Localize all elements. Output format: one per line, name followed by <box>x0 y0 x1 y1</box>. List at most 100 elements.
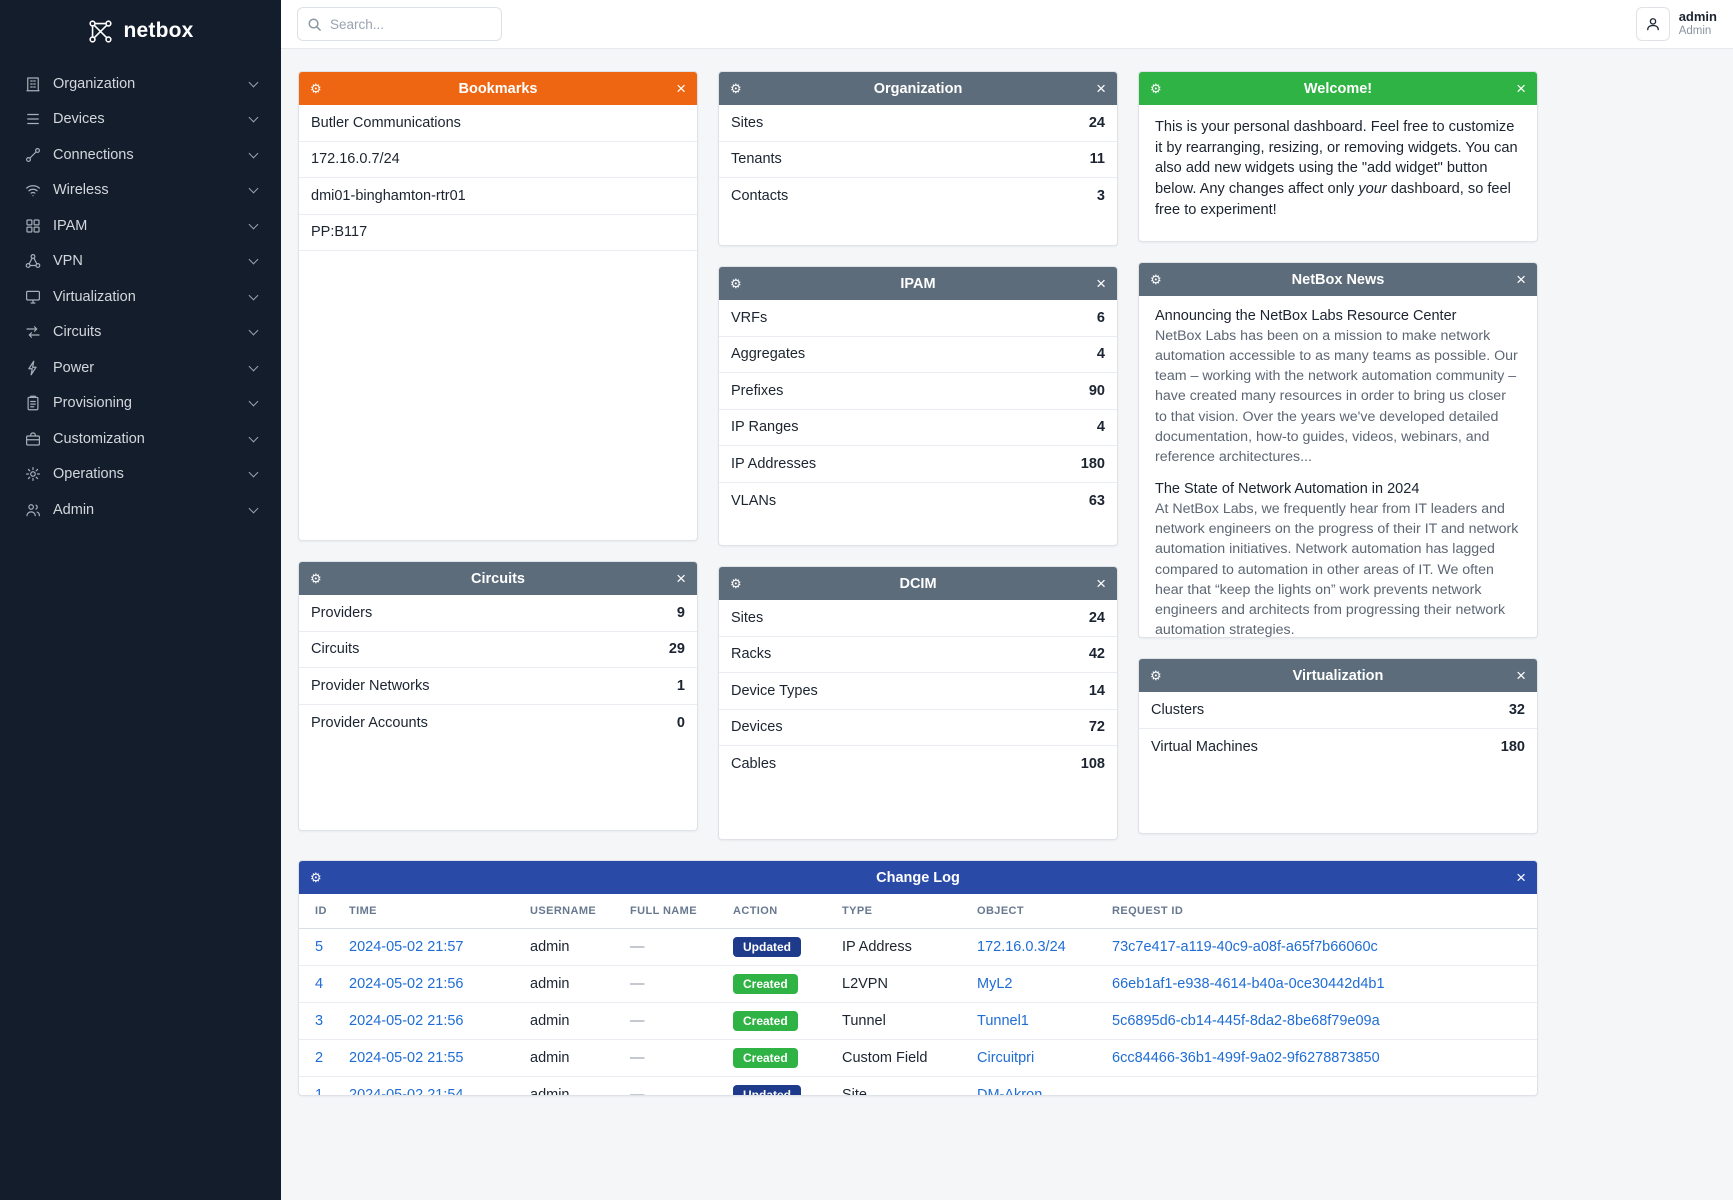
sidebar-item-operations[interactable]: Operations <box>0 457 281 493</box>
stat-label[interactable]: VLANs <box>731 492 777 509</box>
sidebar-item-devices[interactable]: Devices <box>0 102 281 138</box>
widget-title: NetBox News <box>1291 271 1385 288</box>
gear-icon[interactable]: ⚙ <box>730 276 742 291</box>
changelog-time-link[interactable]: 2024-05-02 21:56 <box>349 976 464 992</box>
changelog-id-link[interactable]: 5 <box>315 939 324 955</box>
sidebar-item-connections[interactable]: Connections <box>0 137 281 173</box>
changelog-type: L2VPN <box>842 976 888 992</box>
changelog-id-link[interactable]: 2 <box>315 1050 324 1066</box>
gear-icon[interactable]: ⚙ <box>1150 668 1162 683</box>
news-article-title[interactable]: The State of Network Automation in 2024 <box>1155 481 1420 498</box>
sidebar-item-circuits[interactable]: Circuits <box>0 315 281 351</box>
stat-label[interactable]: Cables <box>731 756 777 773</box>
close-icon[interactable]: × <box>1516 79 1526 98</box>
changelog-username: admin <box>530 1013 570 1029</box>
user-name: admin <box>1678 9 1717 25</box>
changelog-object-link[interactable]: DM-Akron <box>977 1087 1043 1096</box>
stat-label[interactable]: Prefixes <box>731 382 784 399</box>
gear-icon[interactable]: ⚙ <box>310 81 322 96</box>
stat-label[interactable]: Provider Accounts <box>311 714 428 731</box>
stat-label[interactable]: Device Types <box>731 682 818 699</box>
stat-label[interactable]: Contacts <box>731 188 789 205</box>
search-input[interactable] <box>297 7 502 41</box>
stat-label[interactable]: Circuits <box>311 641 360 658</box>
stat-value: 24 <box>1088 609 1105 626</box>
stat-label[interactable]: Providers <box>311 604 373 621</box>
sidebar-item-power[interactable]: Power <box>0 350 281 386</box>
close-icon[interactable]: × <box>676 569 686 588</box>
stat-label[interactable]: Devices <box>731 719 783 736</box>
stat-label[interactable]: Racks <box>731 646 772 663</box>
changelog-request-id-link[interactable]: 66eb1af1-e938-4614-b40a-0ce30442d4b1 <box>1112 976 1385 992</box>
changelog-time-link[interactable]: 2024-05-02 21:54 <box>349 1087 464 1096</box>
changelog-time-link[interactable]: 2024-05-02 21:56 <box>349 1013 464 1029</box>
netbox-news-widget: ⚙ NetBox News × Announcing the NetBox La… <box>1138 262 1538 638</box>
chevron-down-icon <box>248 254 259 265</box>
close-icon[interactable]: × <box>1516 666 1526 685</box>
bookmark-item[interactable]: 172.16.0.7/24 <box>299 142 697 178</box>
close-icon[interactable]: × <box>1096 574 1106 593</box>
sidebar-item-label: IPAM <box>53 217 88 234</box>
gear-icon[interactable]: ⚙ <box>310 870 322 885</box>
changelog-request-id-link[interactable]: 5c6895d6-cb14-445f-8da2-8be68f79e09a <box>1112 1013 1380 1029</box>
changelog-id-link[interactable]: 4 <box>315 976 324 992</box>
changelog-object-link[interactable]: MyL2 <box>977 976 1013 992</box>
sidebar-item-ipam[interactable]: IPAM <box>0 208 281 244</box>
news-article-body: NetBox Labs has been on a mission to mak… <box>1155 328 1518 465</box>
user-menu[interactable]: admin Admin <box>1635 7 1717 41</box>
news-article-title[interactable]: Announcing the NetBox Labs Resource Cent… <box>1155 308 1457 324</box>
stat-label[interactable]: IP Addresses <box>731 455 817 472</box>
gear-icon[interactable]: ⚙ <box>310 571 322 586</box>
changelog-object-link[interactable]: Circuitpri <box>977 1050 1035 1066</box>
stat-label[interactable]: Tenants <box>731 151 782 168</box>
stat-label[interactable]: Sites <box>731 609 764 626</box>
sidebar-item-label: Admin <box>53 501 95 518</box>
close-icon[interactable]: × <box>1096 274 1106 293</box>
gear-icon[interactable]: ⚙ <box>730 81 742 96</box>
changelog-time-link[interactable]: 2024-05-02 21:57 <box>349 939 464 955</box>
stat-label[interactable]: Aggregates <box>731 346 806 363</box>
changelog-request-id-link[interactable]: 73c7e417-a119-40c9-a08f-a65f7b66060c <box>1112 939 1378 955</box>
chevron-down-icon <box>248 361 259 372</box>
gear-icon[interactable]: ⚙ <box>730 576 742 591</box>
stat-label[interactable]: Clusters <box>1151 701 1205 718</box>
column-header-action: ACTION <box>721 894 830 929</box>
changelog-object-link[interactable]: 172.16.0.3/24 <box>977 939 1066 955</box>
sidebar-item-admin[interactable]: Admin <box>0 492 281 528</box>
sidebar-item-label: Operations <box>53 466 124 483</box>
clipboard-icon <box>24 394 42 412</box>
stat-value: 180 <box>1080 455 1105 472</box>
changelog-type: IP Address <box>842 939 912 955</box>
stat-label[interactable]: Provider Networks <box>311 677 430 694</box>
gear-icon[interactable]: ⚙ <box>1150 81 1162 96</box>
sidebar-item-virtualization[interactable]: Virtualization <box>0 279 281 315</box>
news-scroll-area[interactable]: Announcing the NetBox Labs Resource Cent… <box>1139 296 1537 637</box>
changelog-id-link[interactable]: 3 <box>315 1013 324 1029</box>
gear-icon[interactable]: ⚙ <box>1150 272 1162 287</box>
changelog-request-id-link[interactable]: 6cc84466-36b1-499f-9a02-9f6278873850 <box>1112 1050 1380 1066</box>
bookmark-item[interactable]: Butler Communications <box>299 105 697 142</box>
close-icon[interactable]: × <box>676 79 686 98</box>
close-icon[interactable]: × <box>1096 79 1106 98</box>
stat-label[interactable]: Sites <box>731 114 764 131</box>
netbox-logo[interactable]: netbox <box>0 0 281 62</box>
changelog-id-link[interactable]: 1 <box>315 1087 324 1096</box>
close-icon[interactable]: × <box>1516 868 1526 887</box>
sidebar-item-organization[interactable]: Organization <box>0 66 281 102</box>
stat-row: Provider Networks 1 <box>299 668 697 705</box>
sidebar-item-provisioning[interactable]: Provisioning <box>0 386 281 422</box>
bookmark-item[interactable]: PP:B117 <box>299 215 697 251</box>
bookmark-item[interactable]: dmi01-binghamton-rtr01 <box>299 178 697 215</box>
stat-label[interactable]: IP Ranges <box>731 419 799 436</box>
news-article[interactable]: The State of Network Automation in 2024 … <box>1155 481 1521 637</box>
sidebar-item-vpn[interactable]: VPN <box>0 244 281 280</box>
sidebar-item-wireless[interactable]: Wireless <box>0 173 281 209</box>
sidebar-item-label: Devices <box>53 111 105 128</box>
close-icon[interactable]: × <box>1516 270 1526 289</box>
stat-label[interactable]: VRFs <box>731 309 768 326</box>
changelog-object-link[interactable]: Tunnel1 <box>977 1013 1029 1029</box>
news-article[interactable]: Announcing the NetBox Labs Resource Cent… <box>1155 308 1521 467</box>
stat-label[interactable]: Virtual Machines <box>1151 738 1258 755</box>
changelog-time-link[interactable]: 2024-05-02 21:55 <box>349 1050 464 1066</box>
sidebar-item-customization[interactable]: Customization <box>0 421 281 457</box>
